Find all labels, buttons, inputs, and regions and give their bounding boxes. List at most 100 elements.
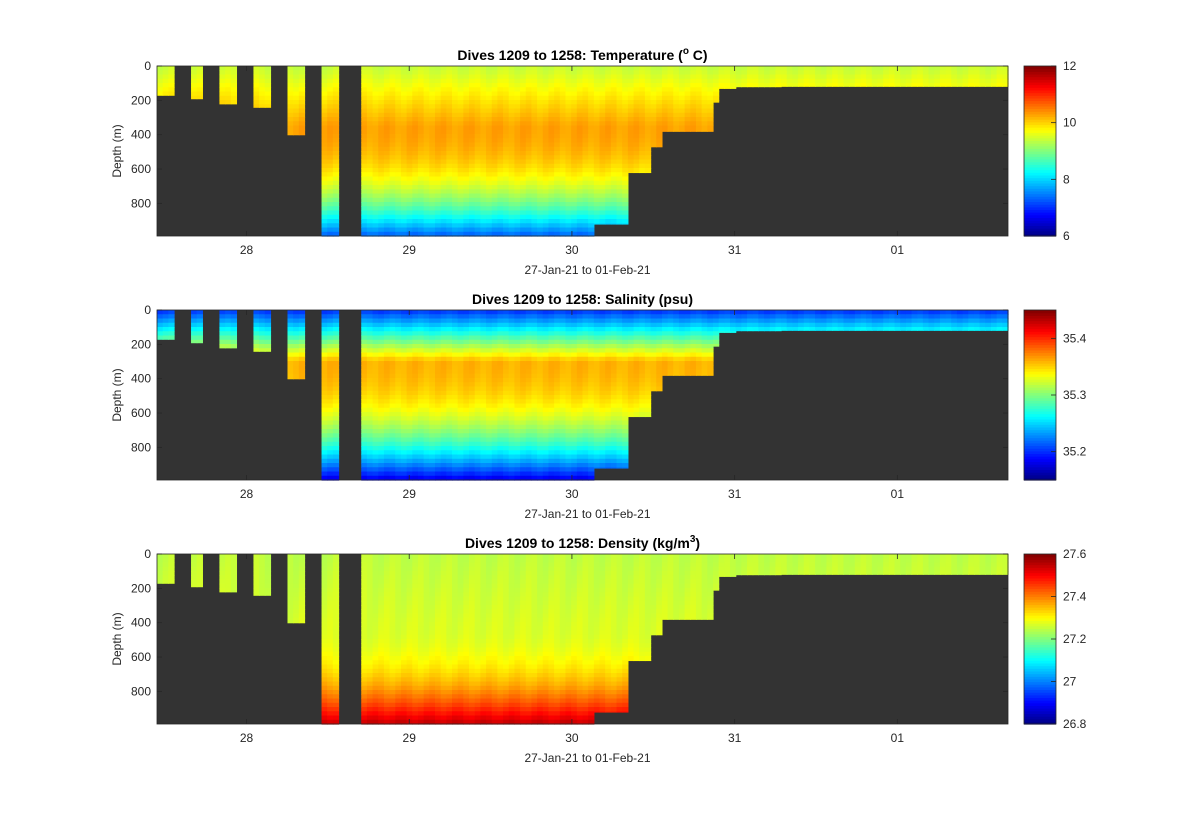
heatmap-cell: [332, 95, 340, 101]
colorbar-step: [1024, 174, 1056, 179]
heatmap-cell: [599, 395, 606, 400]
heatmap-cell: [327, 142, 334, 148]
colorbar-step: [1024, 127, 1056, 131]
heatmap-cell: [446, 66, 453, 71]
heatmap-cell: [661, 112, 669, 118]
heatmap-cell: [610, 322, 618, 328]
heatmap-cell: [469, 467, 476, 473]
heatmap-cell: [610, 378, 618, 383]
heatmap-cell: [378, 112, 385, 118]
heatmap-cell: [480, 74, 487, 80]
heatmap-cell: [417, 206, 425, 212]
heatmap-cell: [537, 87, 544, 93]
heatmap-cell: [423, 475, 430, 481]
heatmap-cell: [491, 429, 498, 434]
heatmap-cell: [934, 74, 941, 80]
heatmap-cell: [457, 142, 464, 148]
heatmap-cell: [327, 66, 334, 71]
heatmap-cell: [372, 193, 379, 199]
heatmap-cell: [491, 310, 498, 315]
heatmap-cell: [423, 219, 430, 224]
heatmap-cell: [253, 322, 260, 328]
heatmap-cell: [480, 386, 487, 392]
heatmap-cell: [378, 210, 385, 216]
heatmap-cell: [565, 356, 572, 362]
heatmap-cell: [491, 155, 498, 161]
heatmap-cell: [525, 176, 533, 182]
heatmap-cell: [412, 395, 419, 400]
heatmap-cell: [417, 202, 425, 207]
heatmap-cell: [571, 202, 578, 207]
heatmap-cell: [446, 475, 453, 481]
heatmap-cell: [599, 339, 606, 345]
heatmap-cell: [922, 74, 930, 80]
heatmap-cell: [588, 142, 595, 148]
heatmap-cell: [593, 70, 601, 76]
heatmap-cell: [230, 95, 238, 101]
heatmap-cell: [701, 74, 708, 80]
heatmap-cell: [452, 352, 459, 358]
heatmap-cell: [383, 403, 391, 409]
heatmap-cell: [253, 104, 260, 108]
heatmap-cell: [554, 344, 561, 349]
heatmap-cell: [610, 202, 618, 207]
heatmap-cell: [162, 318, 169, 324]
heatmap-cell: [622, 202, 629, 207]
heatmap-cell: [361, 352, 368, 358]
heatmap-cell: [469, 138, 476, 144]
heatmap-cell: [486, 314, 493, 320]
heatmap-cell: [446, 395, 453, 400]
heatmap-cell: [582, 95, 589, 101]
heatmap-cell: [463, 335, 470, 341]
heatmap-cell: [378, 87, 385, 93]
heatmap-cell: [417, 227, 425, 233]
heatmap-cells: [157, 310, 1009, 481]
heatmap-cell: [417, 189, 425, 195]
heatmap-cell: [548, 159, 555, 165]
heatmap-cell: [769, 78, 776, 84]
heatmap-cell: [429, 471, 436, 477]
heatmap-cell: [469, 231, 476, 237]
heatmap-cell: [622, 146, 629, 152]
heatmap-cell: [168, 314, 175, 320]
heatmap-cell: [383, 331, 391, 337]
heatmap-cell: [452, 125, 459, 131]
heatmap-cell: [554, 66, 561, 71]
heatmap-cell: [423, 176, 430, 182]
heatmap-cell: [514, 429, 521, 434]
heatmap-cell: [372, 70, 379, 76]
heatmap-cell: [514, 446, 521, 451]
heatmap-cell: [446, 356, 453, 362]
heatmap-cell: [321, 83, 328, 88]
heatmap-cell: [605, 163, 612, 169]
colorbar-step: [1024, 196, 1056, 200]
heatmap-cell: [434, 475, 442, 481]
heatmap-cell: [520, 395, 527, 400]
heatmap-cell: [491, 100, 498, 105]
heatmap-cell: [520, 369, 527, 375]
heatmap-cell: [588, 454, 595, 460]
heatmap-cell: [423, 231, 430, 237]
heatmap-cell: [406, 318, 413, 324]
heatmap-cell: [474, 467, 481, 473]
heatmap-cell: [503, 471, 510, 477]
heatmap-cell: [429, 458, 436, 464]
heatmap-cell: [395, 155, 402, 161]
heatmap-cell: [293, 373, 300, 379]
heatmap-cell: [480, 163, 487, 169]
heatmap-cell: [622, 463, 629, 468]
heatmap-cell: [525, 365, 533, 371]
heatmap-cell: [491, 125, 498, 131]
heatmap-cell: [378, 223, 385, 229]
heatmap-cell: [457, 151, 464, 156]
heatmap-cell: [576, 78, 584, 84]
heatmap-cell: [514, 399, 521, 405]
heatmap-cell: [361, 386, 368, 392]
heatmap-cell: [565, 395, 572, 400]
heatmap-cell: [440, 227, 447, 233]
heatmap-cell: [559, 318, 567, 324]
heatmap-cell: [571, 454, 578, 460]
heatmap-cell: [565, 66, 572, 71]
heatmap-cell: [446, 424, 453, 430]
heatmap-cell: [327, 163, 334, 169]
